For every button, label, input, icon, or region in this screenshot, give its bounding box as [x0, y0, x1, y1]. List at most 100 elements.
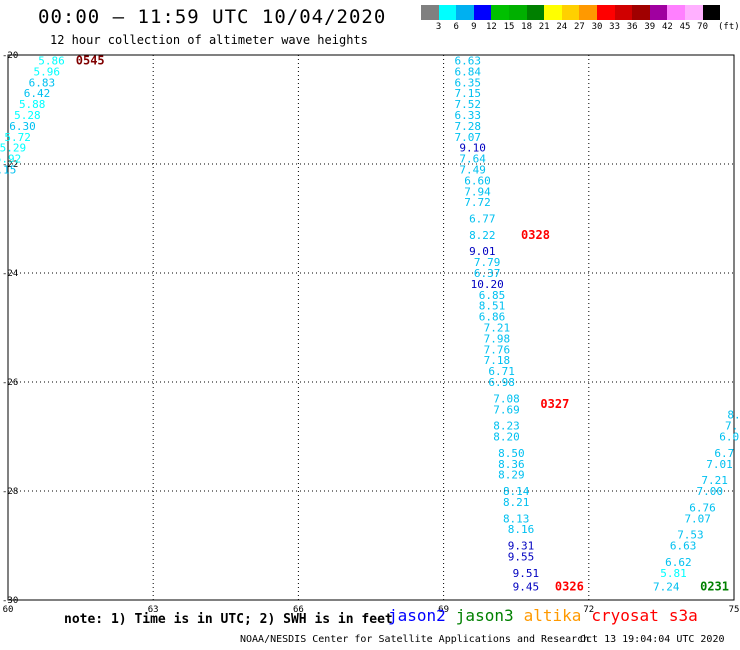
wave-height-value: 7.94	[464, 185, 491, 198]
color-scale-label: 21	[538, 22, 550, 32]
wave-height-value: 6.63	[455, 54, 482, 67]
color-scale-swatch	[508, 5, 527, 20]
x-tick-label: 66	[293, 605, 304, 615]
wave-height-value: 5.96	[33, 65, 60, 78]
color-scale-swatch	[649, 5, 668, 20]
legend-entry-altika: altika	[523, 606, 582, 625]
color-scale-swatch	[438, 5, 457, 20]
wave-height-value: 8.50	[498, 447, 525, 460]
x-tick-label: 69	[438, 605, 449, 615]
y-tick-label: -20	[2, 51, 18, 61]
wave-height-value: 6.0	[719, 431, 739, 444]
wave-height-value: 6.62	[665, 556, 692, 569]
color-scale-label: 12	[485, 22, 497, 32]
x-tick-label: 63	[148, 605, 159, 615]
wave-height-value: 6.83	[29, 76, 56, 89]
legend-entry-cryosat: cryosat	[591, 606, 659, 625]
wave-height-value: 6.77	[469, 213, 496, 226]
color-scale-label: 18	[521, 22, 533, 32]
color-scale-swatch	[684, 5, 703, 20]
wave-height-value: 6.60	[464, 174, 491, 187]
color-scale-label: 6	[453, 22, 459, 32]
credit-line: NOAA/NESDIS Center for Satellite Applica…	[240, 634, 590, 645]
color-scale-swatch	[456, 5, 474, 20]
color-scale-swatch	[544, 5, 562, 20]
wave-height-value: 7.49	[459, 163, 486, 176]
color-scale-swatch	[526, 5, 545, 20]
pass-time-label: 0326	[555, 579, 584, 593]
wave-height-value: 7.	[725, 420, 738, 433]
y-tick-label: -24	[2, 269, 18, 279]
wave-height-value: 8.20	[493, 431, 520, 444]
wave-height-value: 7.52	[455, 98, 482, 111]
wave-height-value: 9.51	[513, 567, 540, 580]
pass-time-label: 0231	[700, 579, 729, 593]
color-scale-label: 3	[435, 22, 442, 32]
wave-height-value: 5.28	[14, 109, 41, 122]
pass-time-label: 0327	[540, 397, 569, 411]
color-scale-swatch	[614, 5, 633, 20]
wave-height-value: 7.07	[455, 131, 482, 144]
wave-height-value: 5.72	[4, 131, 31, 144]
wave-height-value: 8.21	[503, 496, 530, 509]
wave-height-value: 7.15	[455, 87, 482, 100]
color-scale-swatch	[596, 5, 615, 20]
color-scale-swatch	[632, 5, 650, 20]
wave-height-value: 6.30	[9, 120, 36, 133]
color-scale-label: 15	[503, 22, 515, 32]
wave-height-value: 6.86	[479, 311, 506, 324]
wave-height-value: 8.23	[493, 420, 520, 433]
wave-height-value: 7.28	[455, 120, 482, 133]
wave-height-value: 9.31	[508, 540, 535, 553]
y-tick-label: -22	[2, 160, 18, 170]
wave-height-value: 9.45	[513, 580, 540, 593]
wave-height-value: 6.98	[488, 376, 515, 389]
pass-time-label: 0545	[76, 53, 105, 67]
color-scale-unit: (ft)	[718, 22, 740, 32]
color-scale-swatch	[473, 5, 492, 20]
wave-height-value: 6.71	[488, 365, 515, 378]
wave-height-value: 8.16	[508, 523, 535, 536]
footer-note: note: 1) Time is in UTC; 2) SWH is in fe…	[64, 612, 393, 627]
color-scale-label: 39	[644, 22, 656, 32]
wave-height-value: 7.64	[459, 153, 486, 166]
x-tick-label: 75	[729, 605, 740, 615]
color-scale-swatch	[579, 5, 597, 20]
color-scale-bar	[421, 5, 721, 20]
color-scale-label: 27	[573, 22, 585, 32]
wave-height-value: 7.72	[464, 196, 491, 209]
wave-height-value: 6.7	[714, 447, 734, 460]
wave-height-value: 5.29	[0, 142, 26, 155]
y-tick-label: -26	[2, 378, 18, 388]
wave-height-value: 7.18	[484, 354, 511, 367]
color-scale-label: 33	[609, 22, 621, 32]
wave-height-value: 7.69	[493, 403, 520, 416]
wave-height-value: 8.36	[498, 458, 525, 471]
wave-height-value: 8.22	[469, 229, 496, 242]
wave-height-value: 5.88	[19, 98, 46, 111]
wave-height-value: 5.92	[0, 153, 21, 166]
pass-time-label: 0328	[521, 228, 550, 242]
satellite-legend: jason2 jason3 altika cryosat s3a	[388, 606, 708, 625]
wave-height-value: 7.98	[484, 332, 511, 345]
wave-height-value: 6.42	[24, 87, 51, 100]
color-scale-swatch	[421, 5, 439, 20]
wave-height-value: 8.29	[498, 469, 525, 482]
x-tick-label: 60	[3, 605, 14, 615]
wave-height-value: 7.79	[474, 256, 501, 269]
wave-height-value: 10.20	[471, 278, 504, 291]
color-scale-label: 30	[591, 22, 603, 32]
wave-height-value: 7.24	[653, 580, 680, 593]
chart-title: 00:00 – 11:59 UTC 10/04/2020	[38, 6, 387, 28]
wave-height-value: 6.37	[474, 267, 501, 280]
wave-height-value: 5.86	[38, 54, 65, 67]
wave-height-value: 6.84	[455, 65, 482, 78]
y-tick-label: -28	[2, 487, 18, 497]
wave-height-value: 6.76	[689, 501, 716, 514]
legend-entry-jason2: jason2	[388, 606, 446, 625]
wave-height-value: 8.	[727, 409, 740, 422]
y-tick-label: -30	[2, 596, 18, 606]
color-scale-swatch	[702, 5, 721, 20]
chart-subtitle: 12 hour collection of altimeter wave hei…	[50, 33, 368, 47]
